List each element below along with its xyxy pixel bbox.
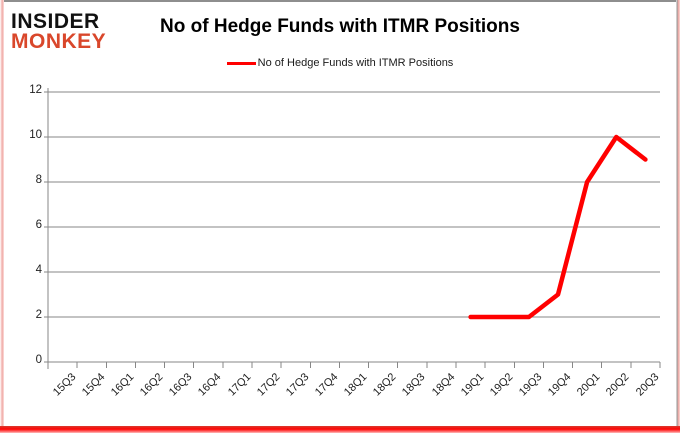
border-left xyxy=(0,0,4,433)
y-axis-label: 2 xyxy=(35,309,42,321)
y-axis-label: 10 xyxy=(29,129,42,141)
legend: No of Hedge Funds with ITMR Positions xyxy=(0,57,680,69)
plot-area xyxy=(44,88,661,369)
y-axis-label: 4 xyxy=(35,264,42,276)
logo-line-monkey: MONKEY xyxy=(11,29,107,53)
border-right xyxy=(676,0,680,433)
chart-title: No of Hedge Funds with ITMR Positions xyxy=(160,16,520,37)
legend-label: No of Hedge Funds with ITMR Positions xyxy=(257,57,454,69)
y-axis-label: 0 xyxy=(35,354,42,366)
border-top xyxy=(0,0,680,2)
legend-line-swatch xyxy=(226,61,256,65)
y-axis-label: 12 xyxy=(29,84,42,96)
insider-monkey-logo: INSIDER MONKEY xyxy=(11,10,107,53)
logo-line-insider: INSIDER xyxy=(11,10,100,33)
border-bottom xyxy=(0,426,680,433)
series-line xyxy=(468,134,648,320)
y-axis-label: 8 xyxy=(35,174,42,186)
y-axis-label: 6 xyxy=(35,219,42,231)
